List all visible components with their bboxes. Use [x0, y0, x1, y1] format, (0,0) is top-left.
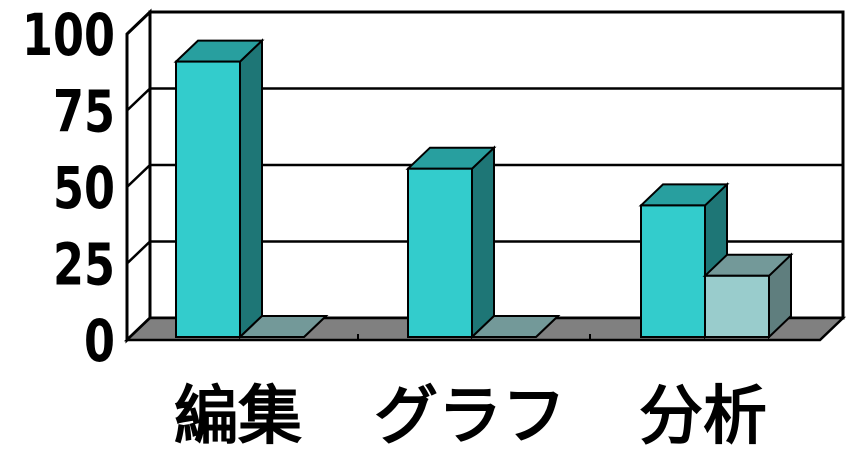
bar-front-face	[407, 167, 473, 338]
y-axis-ticks: 0 25 50 75 100	[22, 1, 115, 375]
x-axis-labels: 編集 グラフ 分析	[174, 380, 767, 449]
bar	[469, 315, 561, 338]
bar-front-face	[175, 60, 241, 338]
gridline	[126, 10, 843, 35]
bar	[173, 38, 265, 340]
bar	[405, 145, 497, 340]
gridline	[126, 240, 843, 265]
y-tick-label: 75	[53, 78, 115, 146]
x-category-label: グラフ	[374, 380, 566, 449]
y-tick-label: 100	[22, 1, 115, 69]
y-tick-label: 50	[53, 154, 115, 222]
bar-side-face	[471, 145, 495, 340]
gridline	[126, 87, 843, 112]
x-category-label: 編集	[174, 380, 302, 449]
gridline	[126, 163, 843, 188]
x-category-label: 分析	[639, 380, 767, 449]
bar	[702, 252, 794, 340]
bar	[237, 315, 329, 338]
y-tick-label: 25	[53, 231, 115, 299]
y-tick-label: 0	[84, 307, 115, 375]
bar-front-face	[640, 204, 706, 338]
bar-side-face	[239, 38, 263, 340]
bar-top-face	[237, 315, 329, 338]
gridlines	[126, 10, 843, 265]
bars-group	[173, 38, 794, 340]
bar-top-face	[469, 315, 561, 338]
bar-front-face	[704, 274, 770, 338]
